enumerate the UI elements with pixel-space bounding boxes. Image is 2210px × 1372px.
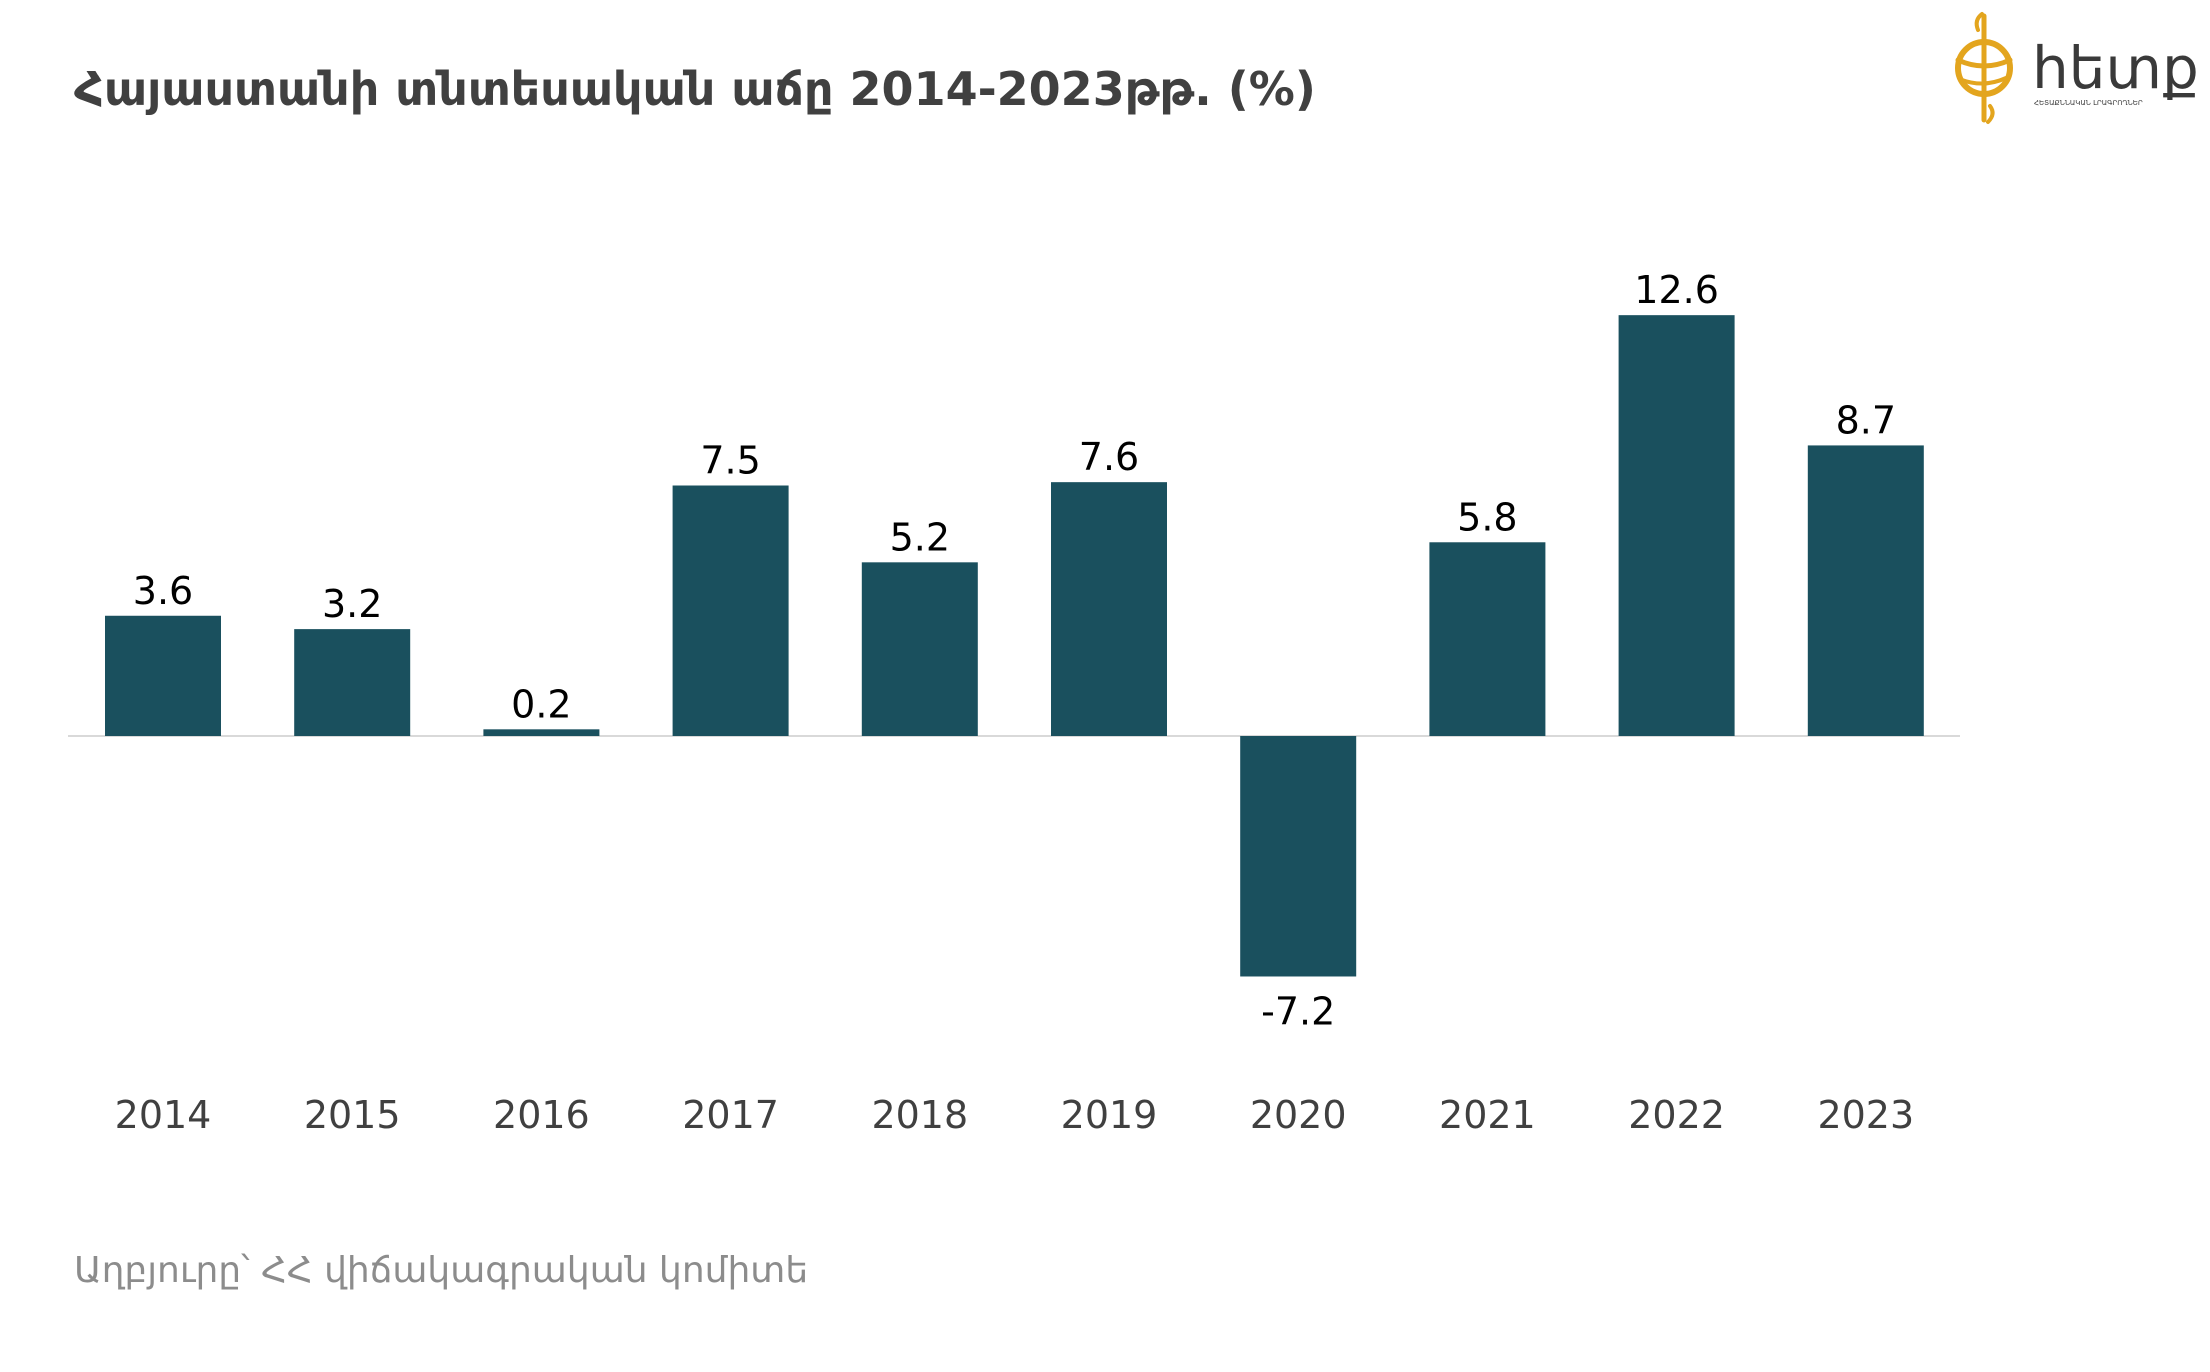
data-label-2020: -7.2 — [1261, 989, 1335, 1033]
data-label-2018: 5.2 — [890, 515, 950, 559]
logo-wordmark: հետք — [2032, 34, 2199, 102]
data-label-2017: 7.5 — [700, 439, 760, 483]
x-tick-label-2021: 2021 — [1439, 1093, 1536, 1137]
x-tick-label-2016: 2016 — [493, 1093, 590, 1137]
x-tick-label-2020: 2020 — [1250, 1093, 1347, 1137]
data-label-2014: 3.6 — [133, 569, 193, 613]
x-tick-label-2018: 2018 — [871, 1093, 968, 1137]
bar-2018 — [861, 562, 978, 736]
bar-2021 — [1429, 542, 1546, 736]
bar-2019 — [1051, 482, 1167, 736]
hetq-logo-icon: հետք ՀԵՏԱՔՆՆԱԿԱՆ ԼՐԱԳՐՈՂՆԵՐ — [1955, 12, 2199, 124]
hetq-logo[interactable]: հետք ՀԵՏԱՔՆՆԱԿԱՆ ԼՐԱԳՐՈՂՆԵՐ — [1950, 10, 2210, 130]
bar-2023 — [1807, 445, 1924, 736]
data-label-2021: 5.8 — [1457, 495, 1517, 539]
chart-title: Հայաստանի տնտեսական աճը 2014-2023թթ. (%) — [74, 62, 1316, 116]
bar-2014 — [105, 615, 221, 736]
bar-2017 — [672, 485, 789, 736]
data-label-2019: 7.6 — [1079, 435, 1139, 479]
data-label-2022: 12.6 — [1634, 268, 1719, 312]
x-tick-label-2022: 2022 — [1628, 1093, 1725, 1137]
source-note: Աղբյուրը՝ ՀՀ վիճակագրական կոմիտե — [74, 1250, 809, 1291]
x-tick-label-2019: 2019 — [1061, 1093, 1158, 1137]
x-tick-label-2017: 2017 — [682, 1093, 779, 1137]
data-label-2015: 3.2 — [322, 582, 382, 626]
bar-2022 — [1618, 315, 1735, 736]
logo-tagline: ՀԵՏԱՔՆՆԱԿԱՆ ԼՐԱԳՐՈՂՆԵՐ — [2034, 99, 2143, 107]
bar-2020 — [1240, 736, 1357, 977]
x-tick-label-2014: 2014 — [115, 1093, 212, 1137]
bar-2015 — [294, 629, 411, 736]
data-label-2016: 0.2 — [511, 682, 571, 726]
data-label-2023: 8.7 — [1836, 398, 1896, 442]
x-tick-label-2015: 2015 — [304, 1093, 401, 1137]
bar-2016 — [483, 729, 600, 736]
x-tick-label-2023: 2023 — [1817, 1093, 1914, 1137]
